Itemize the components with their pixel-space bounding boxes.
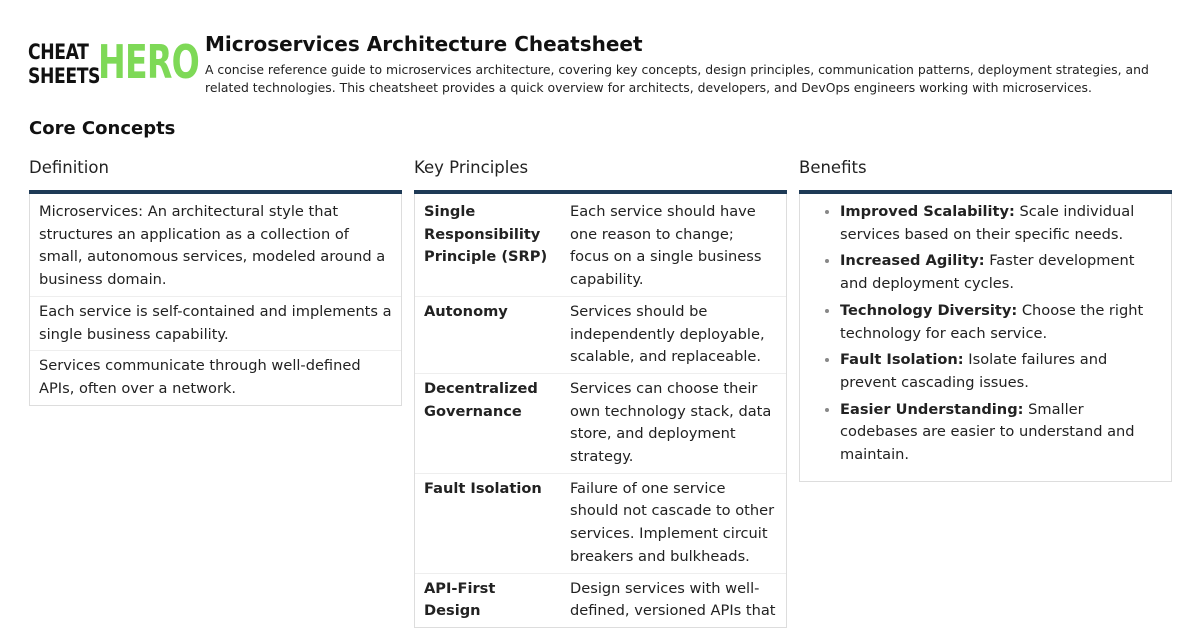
benefit-item: Increased Agility: Faster development an… — [840, 250, 1161, 295]
principles-table: Single Responsibility Principle (SRP) Eac… — [415, 194, 786, 627]
principle-row: API-First Design Design services with wel… — [415, 572, 786, 627]
principle-row: Decentralized Governance Services can cho… — [415, 372, 786, 474]
benefits-list: Improved Scalability: Scale individual s… — [800, 194, 1171, 481]
column-heading: Benefits — [799, 156, 1172, 194]
section-title: Core Concepts — [29, 118, 176, 139]
principles-box: Single Responsibility Principle (SRP) Eac… — [414, 194, 787, 628]
logo-line: CHEAT — [28, 40, 89, 64]
benefit-text: Choose the right technology for each ser… — [840, 301, 1144, 342]
definition-item: Each service is self-contained and imple… — [30, 295, 401, 350]
benefit-term: Technology Diversity: — [840, 301, 1018, 319]
principle-row: Autonomy Services should be independently… — [415, 295, 786, 374]
definition-item: Microservices: An architectural style th… — [39, 203, 386, 289]
principle-text: Each service should have one reason to c… — [570, 203, 762, 289]
benefit-item: Easier Understanding: Smaller codebases … — [840, 399, 1161, 467]
benefit-term: Easier Understanding: — [840, 400, 1024, 418]
principle-name: API-First Design — [415, 572, 561, 627]
benefit-term: Improved Scalability: — [840, 203, 1015, 220]
definition-box: Microservices: An architectural style th… — [29, 194, 402, 406]
benefit-term: Fault Isolation: — [840, 351, 964, 369]
benefit-item: Technology Diversity: Choose the right t… — [840, 300, 1161, 345]
principle-text: Services should be independently deploya… — [561, 295, 786, 374]
benefit-text: Faster development and deployment cycles… — [840, 252, 1135, 293]
definition-column: Definition Microservices: An architectur… — [29, 156, 402, 406]
benefits-box: Improved Scalability: Scale individual s… — [799, 194, 1172, 482]
principle-name: Decentralized Governance — [415, 372, 561, 474]
principle-text: Services can choose their own technology… — [561, 372, 786, 474]
principle-name: Autonomy — [415, 295, 561, 374]
benefit-text: Isolate failures and prevent cascading i… — [840, 351, 1108, 391]
principle-text: Design services with well-defined, versi… — [561, 572, 786, 627]
benefit-text: Scale individual services based on their… — [840, 203, 1135, 243]
benefit-item: Improved Scalability: Scale individual s… — [840, 201, 1161, 246]
principle-name: Single Responsibility Principle (SRP) — [424, 203, 548, 266]
principle-name: Fault Isolation — [415, 472, 561, 574]
description: A concise reference guide to microservic… — [205, 62, 1149, 95]
principle-text: Failure of one service should not cascad… — [561, 472, 786, 574]
logo: CHEAT SHEETS HERO — [28, 38, 200, 88]
principle-row: Fault Isolation Failure of one service sh… — [415, 472, 786, 574]
title: Microservices Architecture Cheatsheet — [205, 32, 643, 56]
logo-brand: HERO — [98, 35, 200, 89]
benefit-item: Fault Isolation: Isolate failures and pr… — [840, 349, 1161, 394]
definition-item: Services communicate through well-define… — [30, 350, 401, 404]
column-heading: Key Principles — [414, 156, 787, 194]
benefit-text: Smaller codebases are easier to understa… — [840, 400, 1135, 464]
principles-column: Key Principles Single Responsibility Pri… — [414, 156, 787, 628]
benefits-column: Benefits Improved Scalability: Scale ind… — [799, 156, 1172, 482]
logo-line: SHEETS — [28, 64, 101, 88]
column-heading: Definition — [29, 156, 402, 194]
principle-row: Single Responsibility Principle (SRP) Eac… — [415, 194, 786, 296]
benefit-term: Increased Agility: — [840, 252, 985, 270]
